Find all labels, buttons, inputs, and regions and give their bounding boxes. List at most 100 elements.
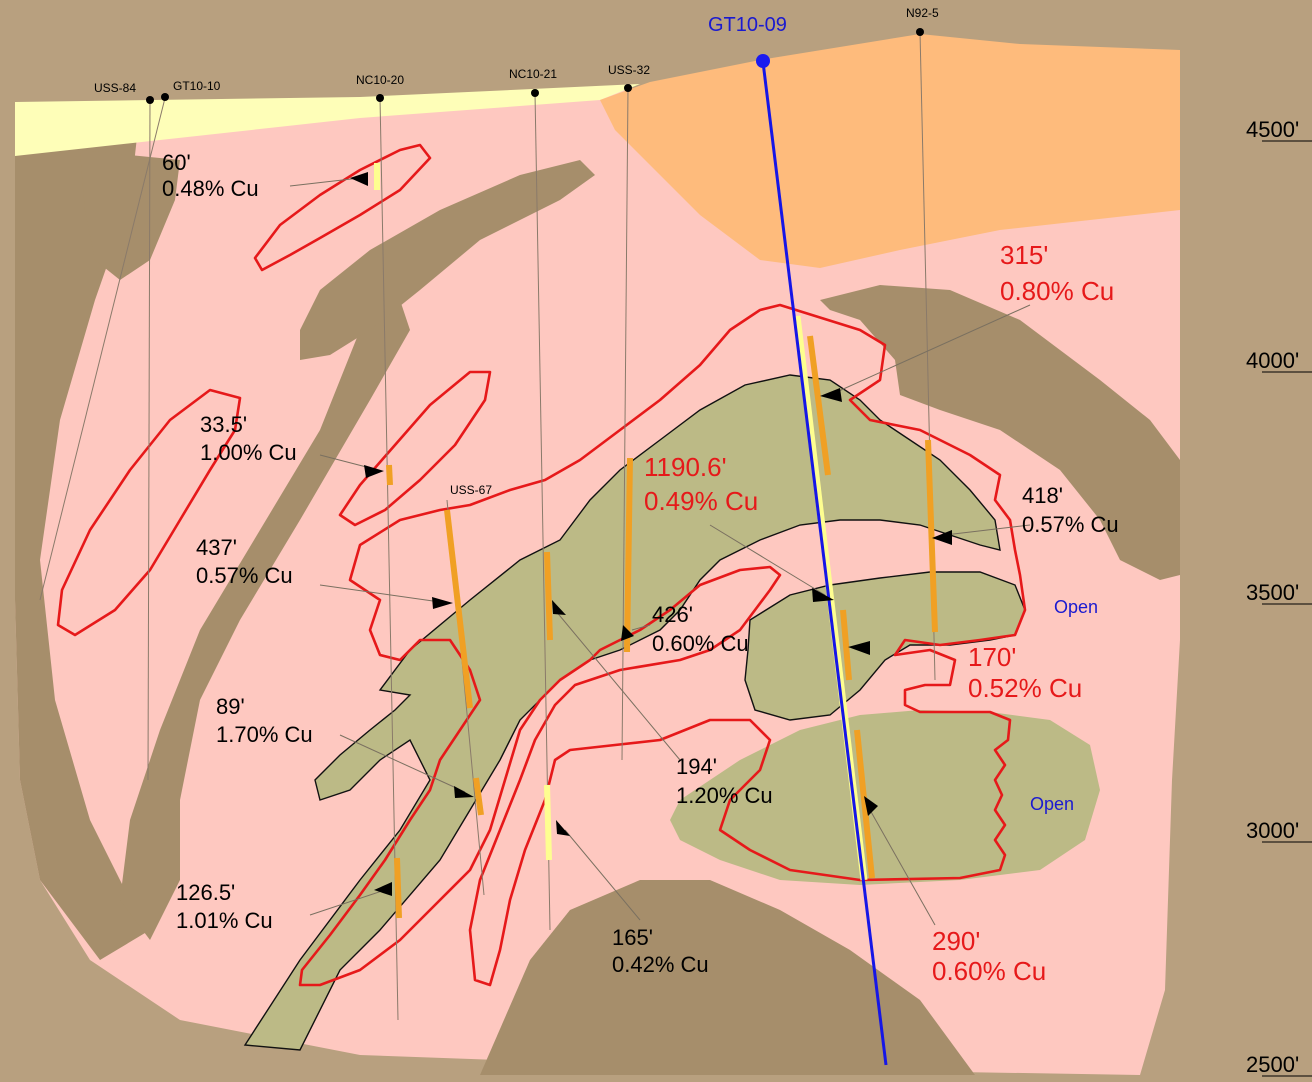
collar-markers xyxy=(146,28,924,104)
leader-89 xyxy=(339,734,466,793)
olive-intrusive-lower xyxy=(670,710,1100,885)
intercept-length: 194' xyxy=(676,754,717,779)
dark-unit-wedge xyxy=(120,300,410,940)
assay-bar-33 xyxy=(386,464,393,486)
intercept-length: 290' xyxy=(932,926,980,956)
arrow-60 xyxy=(350,172,368,186)
assay-bar-194 xyxy=(544,551,553,641)
leader-126 xyxy=(309,889,386,916)
elevation-label: 3000' xyxy=(1246,818,1299,843)
intercept-grade: 0.42% Cu xyxy=(612,952,709,977)
assay-bar-290 xyxy=(854,729,875,879)
cu-shell-central xyxy=(298,303,1027,987)
gt10-09-trace xyxy=(761,61,888,1066)
intercept-labels-red: 315' 0.80% Cu 1190.6' 0.49% Cu 170' 0.52… xyxy=(644,240,1114,986)
drillhole-traces xyxy=(39,31,936,1021)
intercept-length: 126.5' xyxy=(176,880,235,905)
intercept-length: 89' xyxy=(216,694,245,719)
intercept-length: 437' xyxy=(196,535,237,560)
collar-uss32[interactable] xyxy=(624,84,632,92)
alluvium-cover xyxy=(15,84,640,156)
intercept-grade: 0.49% Cu xyxy=(644,486,758,516)
leader-418 xyxy=(944,524,1031,536)
intercept-length: 315' xyxy=(1000,240,1048,270)
intercept-length: 1190.6' xyxy=(644,452,727,482)
intercept-grade: 0.48% Cu xyxy=(162,176,259,201)
leader-290 xyxy=(869,809,936,926)
collar-uss84[interactable] xyxy=(146,96,154,104)
cu-shell-60ft xyxy=(253,143,432,272)
intercept-grade: 0.60% Cu xyxy=(932,956,1046,986)
intercept-grade: 0.60% Cu xyxy=(652,631,749,656)
intercept-labels-black: 60' 0.48% Cu 33.5' 1.00% Cu 437' 0.57% C… xyxy=(162,150,1119,977)
intercept-grade: 1.01% Cu xyxy=(176,908,273,933)
leader-lines xyxy=(289,177,1031,926)
elevation-label: 2500' xyxy=(1246,1052,1299,1077)
intercept-length: 60' xyxy=(162,150,191,175)
intercept-length: 170' xyxy=(968,642,1016,672)
label-nc1020: NC10-20 xyxy=(356,73,404,87)
arrow-1190 xyxy=(812,588,834,602)
cu-grade-shells xyxy=(56,143,1027,987)
dark-finger-upper xyxy=(300,160,595,360)
volcanic-cover xyxy=(600,34,1180,268)
assay-bar-426 xyxy=(624,457,633,653)
title-hole-label: GT10-09 xyxy=(708,14,787,36)
label-uss32: USS-32 xyxy=(608,63,650,77)
arrow-33 xyxy=(364,465,384,478)
trace-uss32 xyxy=(621,87,629,761)
leader-60 xyxy=(289,177,361,187)
intercept-grade: 1.20% Cu xyxy=(676,783,773,808)
elevation-scale: 4500' 4000' 3500' 3000' 2500' xyxy=(1246,117,1312,1077)
elevation-label: 4000' xyxy=(1246,348,1299,373)
collar-nc1021[interactable] xyxy=(531,89,539,97)
intercept-grade: 0.57% Cu xyxy=(1022,512,1119,537)
leader-165 xyxy=(564,829,641,921)
collar-nc1020[interactable] xyxy=(376,94,384,102)
intercept-grade: 0.52% Cu xyxy=(968,673,1082,703)
arrow-315 xyxy=(820,388,842,402)
assay-bar-126 xyxy=(394,857,402,919)
label-gt1010: GT10-10 xyxy=(173,79,221,93)
trace-uss84 xyxy=(147,99,151,781)
collar-labels: USS-84 GT10-10 NC10-20 NC10-21 USS-32 N9… xyxy=(94,6,939,497)
intercept-length: 165' xyxy=(612,925,653,950)
label-nc1021: NC10-21 xyxy=(509,67,557,81)
dark-finger-left xyxy=(80,150,180,280)
leader-437 xyxy=(319,584,441,603)
collar-n925[interactable] xyxy=(916,28,924,36)
dark-unit-south xyxy=(480,880,975,1075)
cu-shell-437ft xyxy=(338,370,492,527)
assay-bar-418 xyxy=(925,439,938,633)
arrow-418 xyxy=(932,530,952,545)
assay-bar-89 xyxy=(473,777,484,816)
intercept-grade: 0.80% Cu xyxy=(1000,276,1114,306)
arrow-437 xyxy=(432,597,453,609)
elevation-label: 4500' xyxy=(1246,117,1299,142)
label-n925: N92-5 xyxy=(906,6,939,20)
elevation-label: 3500' xyxy=(1246,580,1299,605)
arrow-126 xyxy=(374,882,392,896)
arrow-194 xyxy=(552,600,566,615)
open-label: Open xyxy=(1054,597,1098,617)
trace-gt1010 xyxy=(39,97,166,601)
arrow-89 xyxy=(454,786,474,798)
collar-gt1010[interactable] xyxy=(161,93,169,101)
leader-426 xyxy=(631,624,651,631)
assay-intervals xyxy=(374,163,938,919)
arrow-290 xyxy=(864,796,878,816)
intercept-length: 426' xyxy=(652,602,693,627)
intercept-length: 418' xyxy=(1022,483,1063,508)
open-labels: Open Open xyxy=(1030,597,1098,814)
label-uss84: USS-84 xyxy=(94,81,136,95)
leader-1190 xyxy=(709,524,826,596)
assay-bar-315 xyxy=(807,335,831,476)
intercept-length: 33.5' xyxy=(200,412,247,437)
dark-unit-west xyxy=(15,110,150,960)
label-uss67: USS-67 xyxy=(450,483,492,497)
intercept-grade: 0.57% Cu xyxy=(196,563,293,588)
leader-194 xyxy=(554,609,681,761)
gt10-09-collar[interactable] xyxy=(756,54,770,68)
